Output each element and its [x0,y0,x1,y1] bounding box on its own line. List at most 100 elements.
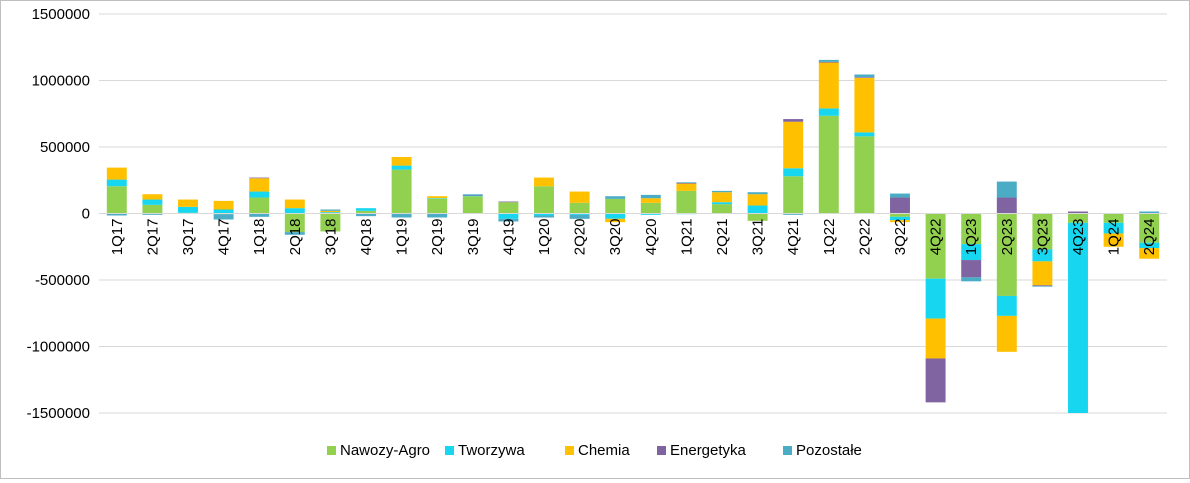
x-tick-label: 4Q19 [500,219,517,256]
bar-pozosta-e-1q19 [391,213,412,218]
y-tick-label: -1000000 [27,339,90,356]
bar-nawozy-agro-2q23 [996,213,1017,296]
bar-tworzywa-3q18 [320,212,341,214]
bar-energetyka-2q23 [996,197,1017,214]
bar-nawozy-agro-2q20 [569,202,590,214]
bar-tworzywa-3q22 [890,216,910,221]
bar-tworzywa-2q23 [996,295,1017,316]
bar-chemia-1q17 [106,167,127,180]
bar-tworzywa-2q19 [427,198,448,199]
bar-nawozy-agro-2q19 [427,198,448,214]
bar-nawozy-agro-1q20 [534,186,554,214]
bar-tworzywa-3q17 [178,206,198,213]
bar-chemia-2q23 [996,315,1017,352]
y-tick-label: -1500000 [27,405,90,422]
bar-nawozy-agro-3q19 [462,196,483,214]
bar-energetyka-1q18 [249,177,270,179]
x-tick-label: 1Q17 [109,219,126,256]
bar-pozosta-e-2q23 [996,181,1017,198]
bar-tworzywa-4q17 [213,209,234,214]
x-tick-label: 2Q20 [572,219,589,256]
legend-label-tworzywa: Tworzywa [458,442,525,459]
bar-energetyka-3q19 [462,194,483,196]
bar-chemia-4q20 [640,198,661,203]
bar-pozosta-e-2q17 [142,213,163,215]
bar-pozosta-e-4q17 [213,214,234,220]
bar-tworzywa-3q21 [747,205,768,214]
bar-chemia-4q22 [925,318,946,359]
x-tick-label: 1Q19 [394,219,411,256]
bar-tworzywa-2q24 [1139,242,1160,249]
bar-chemia-1q18 [249,178,270,192]
bar-energetyka-4q22 [925,358,946,403]
bar-nawozy-agro-4q19 [498,202,519,214]
x-tick-label: 2Q23 [999,219,1016,256]
x-tick-label: 4Q21 [785,219,802,256]
x-tick-label: 2Q18 [287,219,304,256]
bar-nawozy-agro-3q23 [1032,213,1053,250]
bar-nawozy-agro-1q24 [1103,213,1124,223]
bar-chemia-3q20 [605,218,626,223]
bar-pozosta-e-2q20 [569,214,590,219]
bar-chemia-2q22 [854,77,875,133]
bar-nawozy-agro-4q22 [925,213,946,279]
legend-swatch-pozosta-e [783,446,792,455]
bar-pozosta-e-2q22 [854,74,875,78]
y-tick-label: 500000 [40,139,90,156]
bar-tworzywa-1q23 [961,244,982,261]
x-tick-label: 2Q21 [714,219,731,256]
bar-chemia-2q18 [284,199,305,209]
legend-label-energetyka: Energetyka [670,442,747,459]
bar-tworzywa-3q23 [1032,249,1053,262]
bar-nawozy-agro-1q18 [249,197,270,214]
bar-nawozy-agro-1q23 [961,213,982,245]
x-tick-label: 3Q23 [1034,219,1051,256]
bar-pozosta-e-1q18 [249,213,270,217]
bars [106,59,1160,413]
bar-energetyka-4q23 [1068,211,1088,214]
bar-nawozy-agro-3q21 [747,213,768,221]
bar-tworzywa-2q20 [569,213,590,215]
bar-tworzywa-1q18 [249,191,270,198]
x-tick-label: 3Q21 [750,219,767,256]
bar-nawozy-agro-2q17 [142,204,163,214]
bar-chemia-3q23 [1032,261,1053,286]
bar-nawozy-agro-1q17 [106,186,127,214]
bar-nawozy-agro-3q20 [605,198,626,214]
bar-energetyka-1q21 [676,182,697,184]
bar-chemia-2q17 [142,194,163,200]
bar-pozosta-e-3q21 [747,192,768,195]
legend-swatch-chemia [565,446,574,455]
bar-pozosta-e-1q20 [534,215,554,218]
bar-tworzywa-4q22 [925,278,946,319]
x-tick-label: 1Q24 [1106,219,1123,256]
x-tick-label: 1Q22 [821,219,838,256]
y-axis-ticks: 1500000 1000000 500000 0 -500000 -1000000 -150… [27,6,90,422]
bar-pozosta-e-3q22 [890,193,910,198]
x-tick-label: 1Q23 [963,219,980,256]
bar-nawozy-agro-3q22 [890,213,910,217]
x-tick-label: 2Q17 [144,219,161,256]
x-tick-label: 1Q18 [251,219,268,256]
bar-chemia-2q24 [1139,248,1160,259]
bar-nawozy-agro-4q18 [356,210,376,214]
y-tick-label: -500000 [35,272,90,289]
bar-nawozy-agro-1q19 [391,169,412,214]
bar-chemia-1q19 [391,156,412,166]
bar-chemia-3q22 [890,220,910,223]
bar-tworzywa-4q21 [783,168,804,177]
x-tick-label: 4Q23 [1070,219,1087,256]
bar-chemia-2q21 [712,192,732,203]
bar-pozosta-e-1q21 [676,182,697,183]
bar-pozosta-e-3q23 [1032,285,1053,287]
bar-pozosta-e-4q20 [640,194,661,199]
bar-energetyka-3q23 [1032,285,1053,286]
bar-tworzywa-1q22 [818,108,839,116]
x-tick-label: 4Q20 [643,219,660,256]
bar-tworzywa-4q18 [356,208,376,211]
bar-pozosta-e-1q17 [106,213,127,216]
legend-swatch-energetyka [657,446,666,455]
bar-chemia-1q24 [1103,233,1124,247]
